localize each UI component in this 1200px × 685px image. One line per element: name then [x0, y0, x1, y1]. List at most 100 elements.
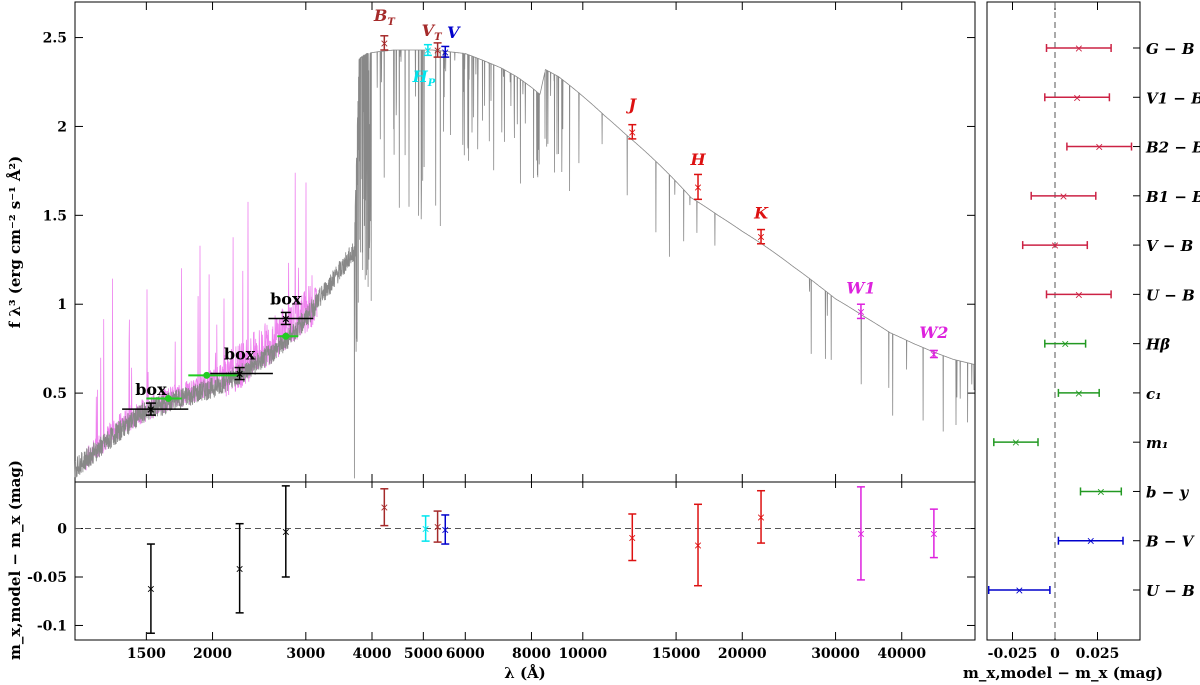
res-point-marker: ×: [856, 527, 865, 540]
res-point-marker: ×: [929, 527, 938, 540]
mag-residual-y-axis-label: m_x,model − m_x (mag): [6, 460, 24, 660]
col-row-marker: ×: [1074, 288, 1083, 301]
res-point-marker: ×: [628, 531, 637, 544]
mag-residual-panel: 1500 2000 3000 4000 5000 6000 8000 10000 15000 20…: [27, 482, 975, 662]
box-point-label: box: [270, 289, 302, 308]
sed-panel-frame: [74, 1, 976, 483]
box-point-label: box: [224, 345, 256, 364]
x-tick-label: 30000: [811, 646, 860, 662]
x-tick-label: 6000: [446, 646, 485, 662]
col-row-marker: ×: [1096, 485, 1105, 498]
color-residual-panel-frame: [986, 1, 1141, 641]
x-tick-label: 20000: [718, 646, 767, 662]
res-point-marker: ×: [756, 511, 765, 524]
res-point-marker: ×: [281, 525, 290, 538]
color-residual-x-axis-label: m_x,model − m_x (mag): [963, 664, 1163, 682]
x-tick-label: 2000: [193, 646, 232, 662]
res-point-marker: ×: [693, 539, 702, 552]
photometry-marker: ×: [929, 348, 938, 361]
col-row-marker: ×: [1050, 239, 1059, 252]
x-tick-label: 3000: [286, 646, 325, 662]
green-point: [164, 394, 172, 402]
observed-spectrum-line: [84, 172, 318, 471]
mag-residual-panel-frame: [74, 481, 976, 641]
col-row-label: Hβ: [1145, 336, 1170, 354]
box-point-marker: ×: [235, 368, 244, 381]
res-point-marker: ×: [433, 521, 442, 534]
photometry-label: K: [753, 204, 769, 223]
photometry-label: V: [447, 23, 461, 42]
col-row-label: V1 − B: [1146, 89, 1200, 107]
sed-y-tick-label: 2.5: [43, 31, 67, 47]
photometry-label-subscript: T: [434, 32, 443, 43]
col-row-label: G − B: [1146, 40, 1195, 58]
x-tick-label: 15000: [652, 646, 701, 662]
sed-y-tick-label: 1.5: [43, 208, 67, 224]
col-row-marker: ×: [1059, 190, 1068, 203]
col-row-label: U − B: [1146, 286, 1195, 304]
color-residual-panel: -0.025 0 0.025 × G − B × V1 − B × B2 − B × B1 − B ×…: [988, 2, 1200, 662]
photometry-label-subscript: P: [427, 78, 436, 89]
sed-y-tick-label: 0.5: [43, 386, 67, 402]
col-row-label: U − B: [1146, 582, 1195, 600]
col-row-marker: ×: [1061, 338, 1070, 351]
photometry-marker: ×: [441, 46, 450, 59]
col-row-label: c₁: [1146, 385, 1162, 403]
photometry-label: VT: [422, 21, 443, 43]
col-x-tick-label: 0.025: [1076, 646, 1120, 662]
col-x-tick-label: 0: [1050, 646, 1060, 662]
col-x-tick-label: -0.025: [988, 646, 1038, 662]
photometry-marker: ×: [433, 44, 442, 57]
col-row-label: b − y: [1146, 483, 1190, 501]
col-row-marker: ×: [1011, 436, 1020, 449]
green-point: [282, 332, 290, 340]
col-row-marker: ×: [1074, 42, 1083, 55]
photometry-label: J: [626, 95, 638, 114]
photometry-label: BT: [373, 6, 397, 28]
res-y-tick-label: -0.05: [27, 570, 67, 586]
photometry-label: H: [689, 150, 706, 169]
x-tick-label: 5000: [404, 646, 443, 662]
photometry-label-subscript: T: [387, 17, 396, 28]
col-row-label: B1 − B: [1145, 188, 1200, 206]
photometry-marker: ×: [423, 44, 432, 57]
photometry-label: W2: [919, 323, 948, 342]
res-point-marker: ×: [441, 523, 450, 536]
x-tick-label: 4000: [353, 646, 392, 662]
box-point-marker: ×: [146, 403, 155, 416]
col-row-marker: ×: [1074, 387, 1083, 400]
x-tick-label: 40000: [877, 646, 926, 662]
res-point-marker: ×: [380, 501, 389, 514]
box-point-label: box: [135, 380, 167, 399]
col-row-marker: ×: [1015, 584, 1024, 597]
res-point-marker: ×: [146, 583, 155, 596]
sed-y-tick-label: 2: [57, 119, 67, 135]
sed-y-tick-label: 1: [57, 297, 67, 313]
res-y-tick-label: 0: [57, 522, 67, 538]
photometry-marker: ×: [693, 181, 702, 194]
col-row-label: m₁: [1146, 434, 1168, 452]
col-row-label: B2 − B: [1145, 139, 1200, 157]
x-tick-label: 8000: [512, 646, 551, 662]
col-row-label: B − V: [1145, 533, 1195, 551]
x-tick-label: 1500: [127, 646, 166, 662]
model-spectrum-line: [74, 49, 975, 479]
x-tick-label: 10000: [558, 646, 607, 662]
x-axis-label: λ (Å): [504, 664, 546, 682]
sed-panel: 0.511.522.5×box×box×box×BT×VT×HP×V×J×H×K…: [43, 2, 975, 482]
photometry-label: HP: [412, 67, 436, 89]
col-row-marker: ×: [1072, 91, 1081, 104]
col-row-label: V − B: [1146, 237, 1193, 255]
sed-y-axis-label: f λ³ (erg cm⁻² s⁻¹ Å²): [6, 156, 24, 328]
col-row-marker: ×: [1095, 141, 1104, 154]
col-row-marker: ×: [1086, 535, 1095, 548]
res-point-marker: ×: [235, 562, 244, 575]
photometry-label: W1: [846, 278, 875, 297]
green-point: [203, 371, 211, 379]
box-point-marker: ×: [281, 312, 290, 325]
photometry-marker: ×: [380, 37, 389, 50]
photometry-marker: ×: [856, 305, 865, 318]
res-y-tick-label: -0.1: [37, 618, 67, 634]
res-point-marker: ×: [421, 523, 430, 536]
